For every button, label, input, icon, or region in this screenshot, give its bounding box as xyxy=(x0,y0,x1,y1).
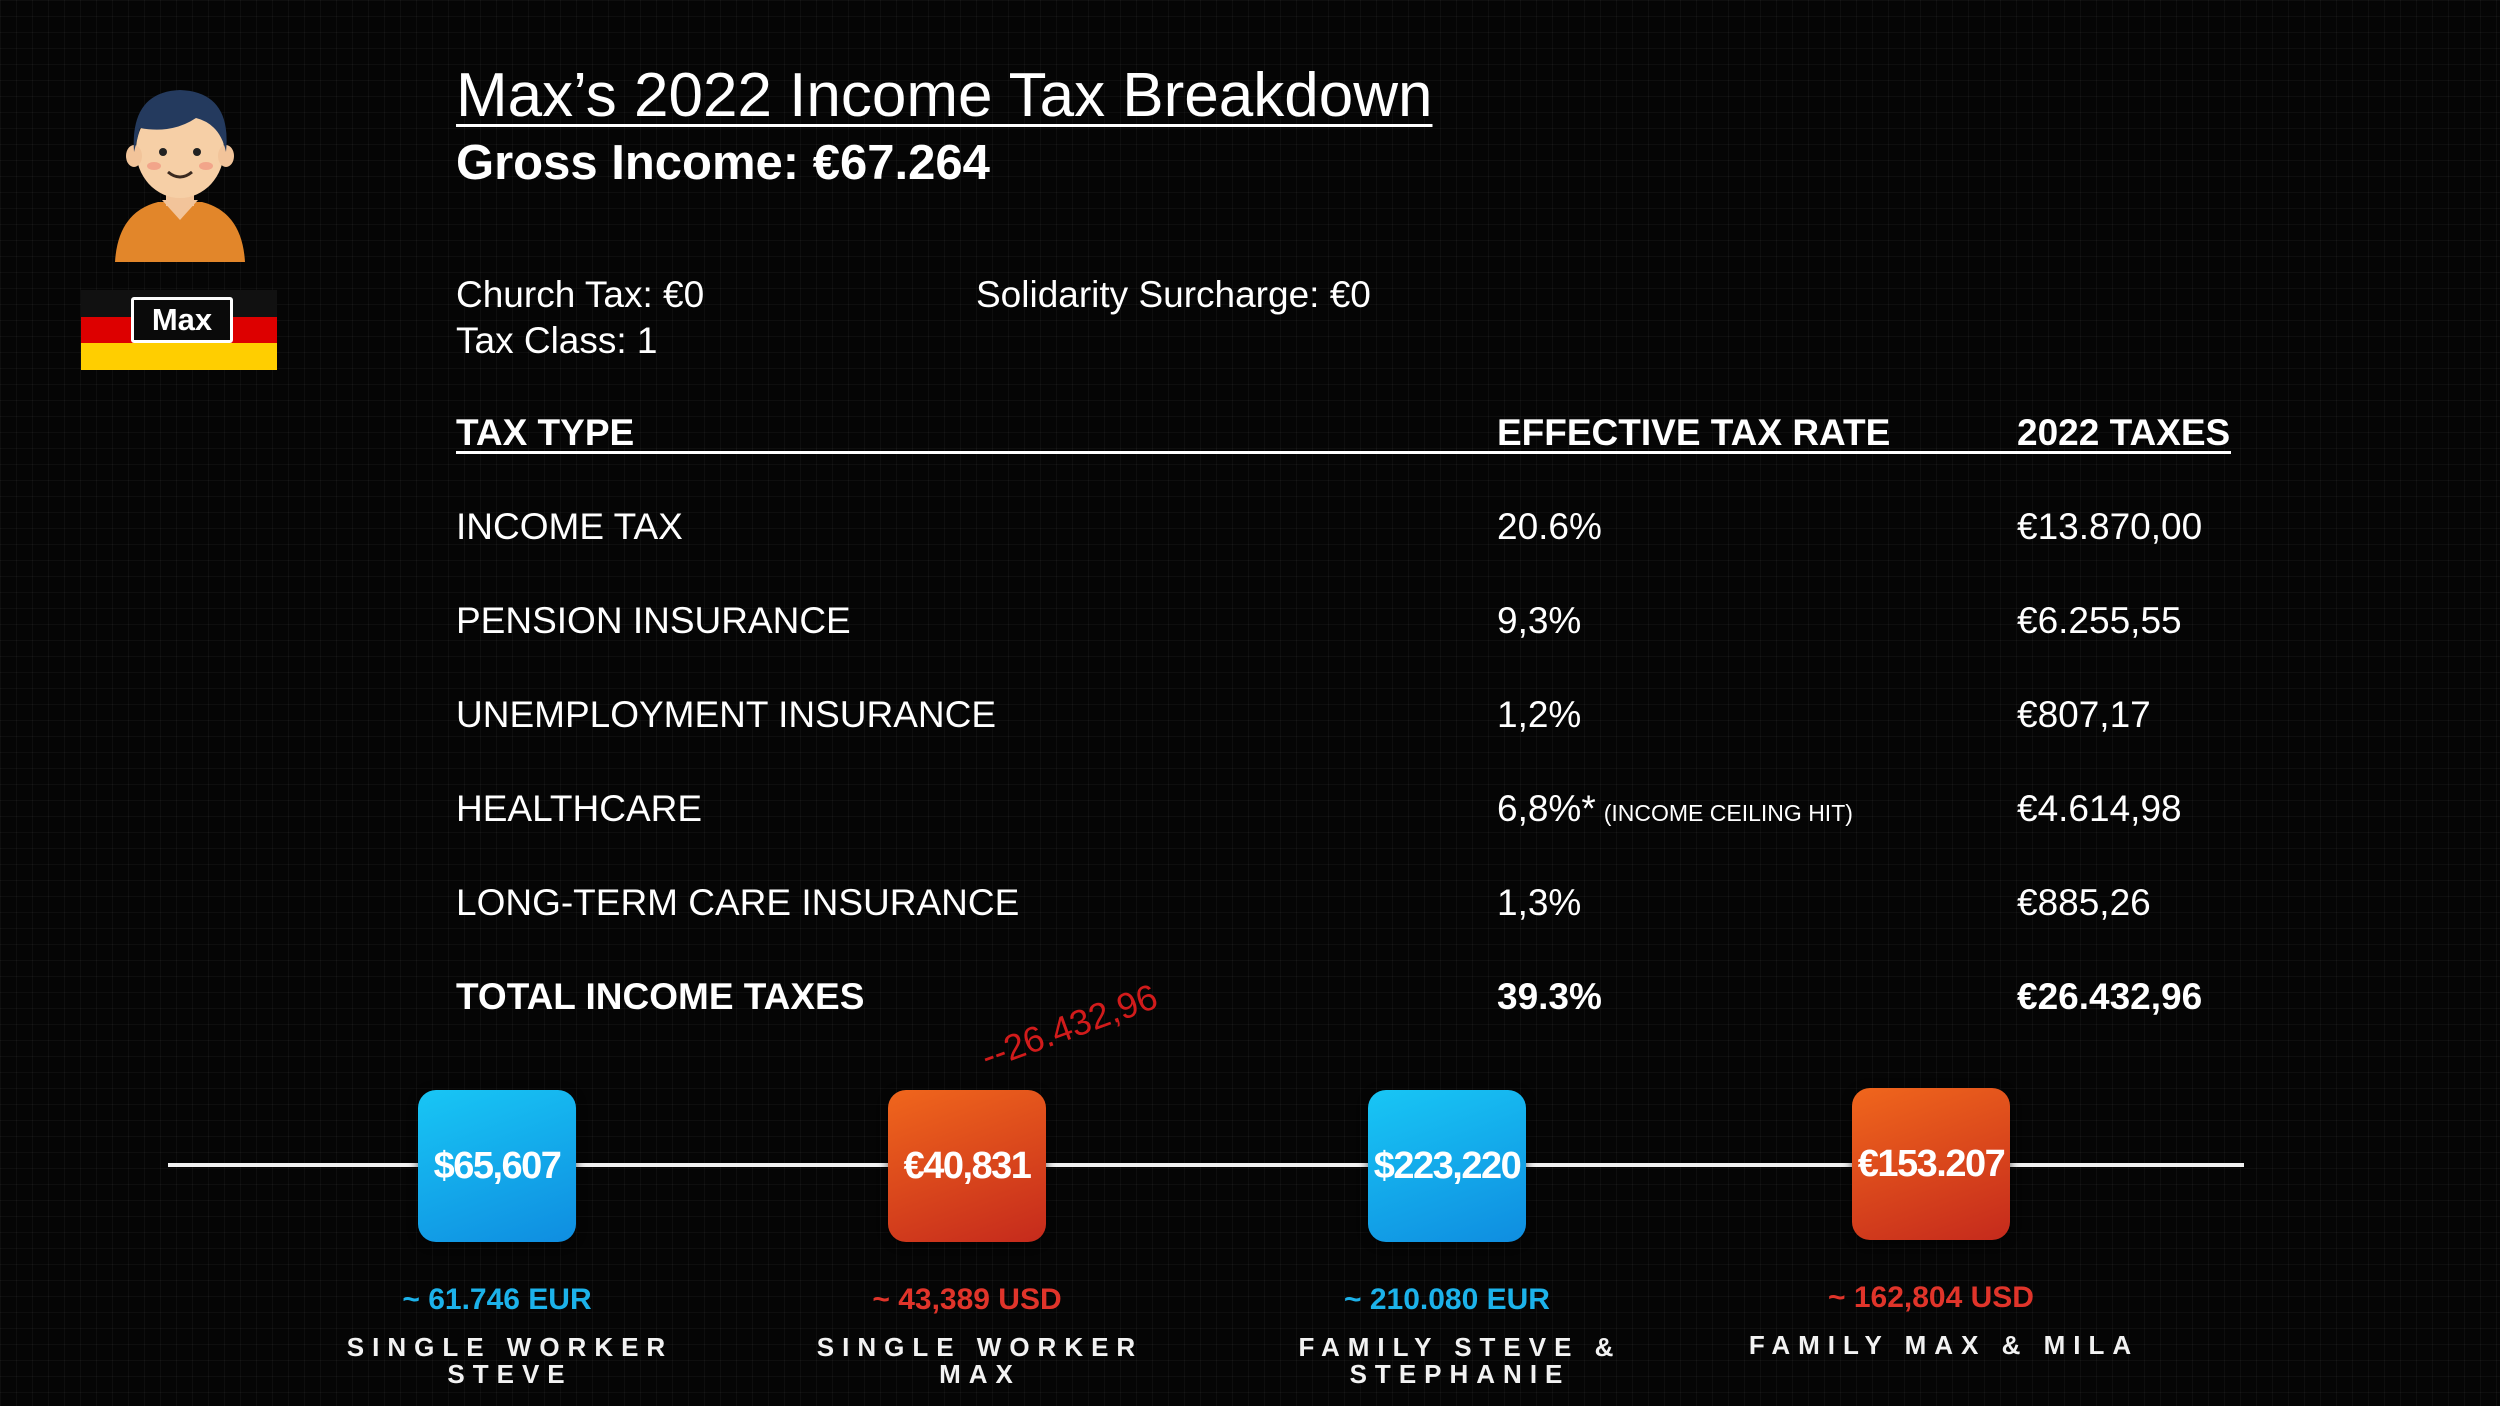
timeline-line xyxy=(168,1163,2244,1167)
page-title: Max’s 2022 Income Tax Breakdown xyxy=(456,61,1433,130)
total-row-amount: €26.432,96 xyxy=(2017,976,2203,1017)
row-pension-type: PENSION INSURANCE xyxy=(456,600,851,641)
label-single-worker-max: SINGLE WORKER MAX xyxy=(816,1332,1144,1389)
row-income-tax-amount: €13.870,00 xyxy=(2017,506,2203,547)
total-row-rate: 39.3% xyxy=(1497,976,1602,1017)
row-healthcare-type: HEALTHCARE xyxy=(456,788,703,829)
germany-flag-badge: Max xyxy=(81,290,277,370)
income-card-max-single: €40,831 xyxy=(888,1090,1046,1242)
gross-income: Gross Income: €67.264 xyxy=(456,136,990,190)
label-single-worker-steve: SINGLE WORKER STEVE xyxy=(346,1332,674,1389)
conversion-steve-family: ~ 210.080 EUR xyxy=(1344,1283,1550,1316)
total-row-label: TOTAL INCOME TAXES xyxy=(456,976,865,1017)
label-family-steve-stephanie: FAMILY STEVE & STEPHANIE xyxy=(1298,1332,1622,1389)
header-divider xyxy=(456,451,2231,454)
row-long-term-care-type: LONG-TERM CARE INSURANCE xyxy=(456,882,1020,923)
row-long-term-care-rate: 1,3% xyxy=(1497,882,1582,923)
income-card-steve-single: $65,607 xyxy=(418,1090,576,1242)
income-card-steve-family: $223,220 xyxy=(1368,1090,1526,1242)
column-header-tax-type: TAX TYPE xyxy=(456,412,635,453)
row-unemployment-rate: 1,2% xyxy=(1497,694,1582,735)
label-family-max-mila: FAMILY MAX & MILA xyxy=(1748,1330,2140,1360)
flag-name-label: Max xyxy=(131,297,233,343)
row-unemployment-type: UNEMPLOYMENT INSURANCE xyxy=(456,694,997,735)
row-healthcare-amount: €4.614,98 xyxy=(2017,788,2182,829)
income-card-max-family: €153.207 xyxy=(1852,1088,2010,1240)
column-header-effective-rate: EFFECTIVE TAX RATE xyxy=(1497,412,1891,453)
row-income-tax-rate: 20.6% xyxy=(1497,506,1602,547)
row-pension-amount: €6.255,55 xyxy=(2017,600,2182,641)
row-unemployment-amount: €807,17 xyxy=(2017,694,2151,735)
row-income-tax-type: INCOME TAX xyxy=(456,506,683,547)
row-pension-rate: 9,3% xyxy=(1497,600,1582,641)
row-long-term-care-amount: €885,26 xyxy=(2017,882,2151,923)
column-header-2022-taxes: 2022 TAXES xyxy=(2017,412,2231,453)
person-avatar-icon xyxy=(115,90,245,262)
row-healthcare-rate-cell: 6,8%* (INCOME CEILING HIT) xyxy=(1497,788,1853,830)
conversion-steve-single: ~ 61.746 EUR xyxy=(402,1283,592,1316)
solidarity-surcharge-info: Solidarity Surcharge: €0 xyxy=(976,274,1371,315)
conversion-max-single: ~ 43,389 USD xyxy=(872,1283,1062,1316)
row-healthcare-note: (INCOME CEILING HIT) xyxy=(1603,800,1853,826)
tax-deduction-annotation: --26.432,96 xyxy=(975,975,1163,1078)
conversion-max-family: ~ 162,804 USD xyxy=(1828,1281,2034,1314)
row-healthcare-rate: 6,8%* xyxy=(1497,788,1596,829)
church-tax-info: Church Tax: €0 xyxy=(456,274,705,315)
tax-class-info: Tax Class: 1 xyxy=(456,320,658,361)
